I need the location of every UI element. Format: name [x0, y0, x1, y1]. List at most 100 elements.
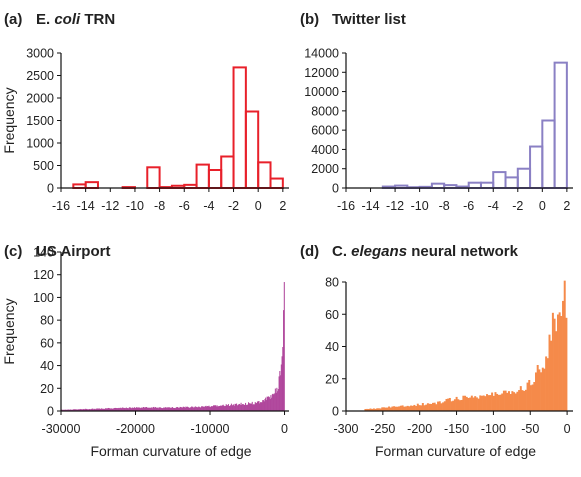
histogram-bar [260, 402, 262, 411]
histogram-bar [229, 405, 231, 411]
histogram-bar [430, 182, 446, 190]
histogram-bar [398, 406, 401, 411]
histogram-bar [236, 405, 238, 411]
histogram-bar [494, 392, 497, 411]
histogram-bar [66, 409, 68, 411]
histogram-bar [470, 395, 473, 411]
histogram-bar [116, 408, 118, 411]
histogram-bar [445, 398, 448, 411]
histogram-bar [217, 406, 219, 411]
histogram-bar [172, 407, 174, 411]
x-tick-label: -16 [52, 199, 70, 213]
histogram-bar [189, 407, 191, 411]
histogram-bar [241, 404, 243, 411]
histogram-bar [271, 394, 273, 411]
histogram-bar [84, 409, 86, 411]
histogram-bar [75, 409, 77, 411]
histogram-bar [75, 409, 77, 411]
y-tick-label: 8000 [311, 104, 339, 118]
histogram-bar [87, 409, 89, 411]
histogram-bar [270, 395, 272, 411]
x-tick-label: -50 [521, 422, 539, 436]
histogram-bar [364, 408, 367, 411]
histogram-bar [234, 403, 236, 411]
panel-title: Twitter list [332, 11, 406, 28]
histogram-bar [159, 407, 161, 411]
histogram-bar [475, 397, 478, 411]
histogram-bar [142, 408, 144, 411]
y-tick-label: 0 [332, 182, 339, 196]
histogram-bar [496, 393, 499, 411]
histogram-bar [189, 407, 191, 411]
histogram-bar [391, 406, 394, 411]
histogram-bar [218, 405, 221, 411]
histogram-bar [167, 407, 169, 411]
histogram-bar [186, 407, 188, 411]
histogram-bar [401, 405, 404, 411]
histogram-bar [137, 407, 139, 411]
histogram-bar [180, 407, 182, 411]
histogram-bar [213, 405, 215, 411]
histogram-bar [64, 409, 66, 411]
histogram-bar [162, 408, 164, 411]
histogram-bar [133, 407, 135, 411]
panel-b: (b) Twitter list 0 2000 4000 6000 8000 10000 120… [300, 11, 573, 213]
histogram-bar [453, 399, 456, 411]
histogram-bar [119, 408, 121, 411]
histogram-bar [514, 393, 517, 411]
histogram-bar [218, 406, 220, 411]
y-tick-label: 14000 [304, 47, 339, 61]
histogram-bar [244, 404, 246, 411]
y-tick-label: 140 [33, 246, 54, 260]
histogram-bar [371, 408, 374, 411]
histogram-bar [399, 405, 402, 411]
histogram-bar [283, 310, 285, 411]
histogram-bar [233, 404, 235, 411]
histogram-bar [179, 406, 181, 411]
histogram-bar [440, 403, 443, 411]
x-tick-label: -6 [179, 199, 190, 213]
histogram-bar [492, 171, 507, 189]
histogram-bar [529, 145, 544, 190]
histogram-bar [154, 407, 156, 411]
histogram-bar [194, 407, 196, 411]
histogram-bar [120, 408, 122, 411]
histogram-bar [214, 405, 216, 411]
histogram-bar [266, 396, 268, 411]
histogram-bar [276, 387, 278, 411]
histogram-bar [78, 409, 80, 411]
histogram-bar [73, 409, 75, 411]
histogram-bar [195, 163, 210, 190]
panel-label: (b) [300, 11, 319, 28]
histogram-bar [82, 408, 84, 411]
x-tick-label: -250 [370, 422, 395, 436]
histogram-bar [117, 408, 119, 411]
histogram-bar [242, 404, 244, 411]
histogram-bar [142, 407, 145, 411]
histogram-bar [428, 403, 431, 411]
histogram-bar [546, 358, 549, 411]
histogram-bar [119, 407, 121, 411]
panel-title-part: coli [54, 11, 81, 28]
panel-title-part: US Airport [36, 243, 110, 260]
panel-title: E. coli TRN [36, 11, 115, 28]
histogram-bar [84, 408, 86, 411]
histogram-bar [275, 392, 277, 411]
histogram-bar [406, 405, 409, 411]
histogram-bar [426, 403, 429, 411]
histogram-bar [516, 391, 519, 411]
x-tick-label: 0 [281, 422, 288, 436]
y-axis-label: Frequency [1, 298, 17, 364]
y-tick-label: 120 [33, 268, 54, 282]
histogram-bar [101, 408, 104, 411]
histogram-bar [413, 404, 416, 411]
histogram-bar [151, 407, 153, 411]
histogram-bar [155, 407, 157, 411]
histogram-bar [282, 347, 284, 411]
histogram-bar [437, 401, 440, 411]
histogram-bar [393, 406, 396, 411]
x-tick-label: -6 [463, 199, 474, 213]
y-tick-label: 40 [40, 359, 54, 373]
histogram-bar [509, 394, 512, 411]
histogram-bar [127, 408, 129, 411]
